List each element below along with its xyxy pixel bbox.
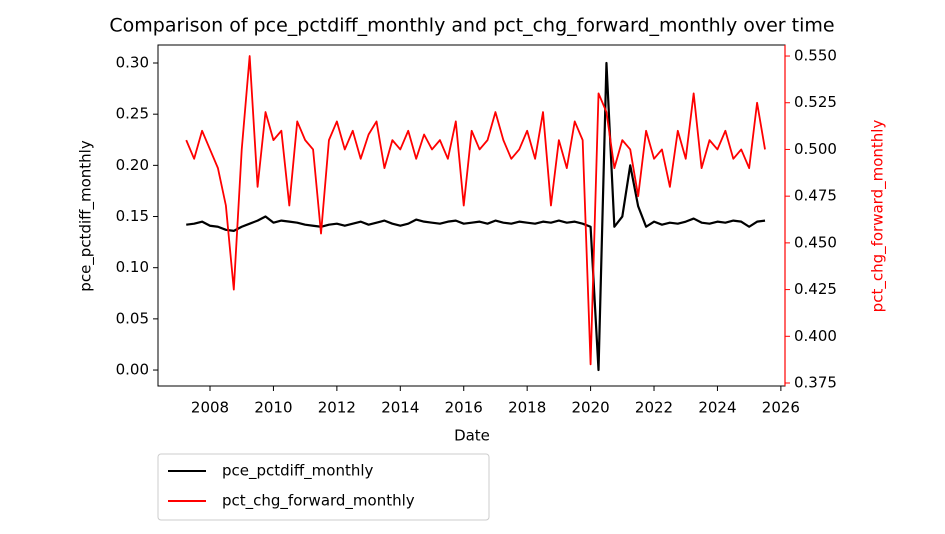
x-tick-label: 2024 — [698, 399, 736, 417]
y2-tick-label: 0.550 — [794, 47, 837, 65]
x-tick-label: 2022 — [635, 399, 673, 417]
y-tick-label: 0.20 — [116, 156, 149, 174]
x-tick-label: 2010 — [254, 399, 292, 417]
legend-label: pct_chg_forward_monthly — [222, 492, 415, 511]
y-tick-label: 0.05 — [116, 309, 149, 327]
y2-tick-label: 0.525 — [794, 93, 837, 111]
y-tick-label: 0.25 — [116, 105, 149, 123]
x-tick-label: 2014 — [381, 399, 419, 417]
chart-title: Comparison of pce_pctdiff_monthly and pc… — [109, 15, 834, 37]
x-tick-label: 2016 — [445, 399, 483, 417]
y-tick-label: 0.15 — [116, 207, 149, 225]
y2-tick-label: 0.500 — [794, 140, 837, 158]
series-line — [185, 55, 766, 366]
y2-tick-label: 0.425 — [794, 280, 837, 298]
x-tick-label: 2012 — [318, 399, 356, 417]
x-tick-label: 2020 — [571, 399, 609, 417]
y-tick-label: 0.30 — [116, 54, 149, 72]
x-tick-label: 2008 — [191, 399, 229, 417]
series-line — [186, 61, 766, 372]
legend-box — [157, 453, 490, 521]
y2-tick-label: 0.450 — [794, 233, 837, 251]
y2-axis-label: pct_chg_forward_monthly — [869, 120, 888, 313]
x-axis-label: Date — [454, 427, 490, 445]
y2-tick-label: 0.475 — [794, 187, 837, 205]
y-tick-label: 0.10 — [116, 258, 149, 276]
y2-tick-label: 0.375 — [794, 374, 837, 392]
y-tick-label: 0.00 — [116, 361, 149, 379]
y2-tick-label: 0.400 — [794, 327, 837, 345]
legend-label: pce_pctdiff_monthly — [222, 462, 374, 481]
x-tick-label: 2018 — [508, 399, 546, 417]
x-tick-label: 2026 — [762, 399, 800, 417]
y-axis-label: pce_pctdiff_monthly — [77, 140, 96, 292]
